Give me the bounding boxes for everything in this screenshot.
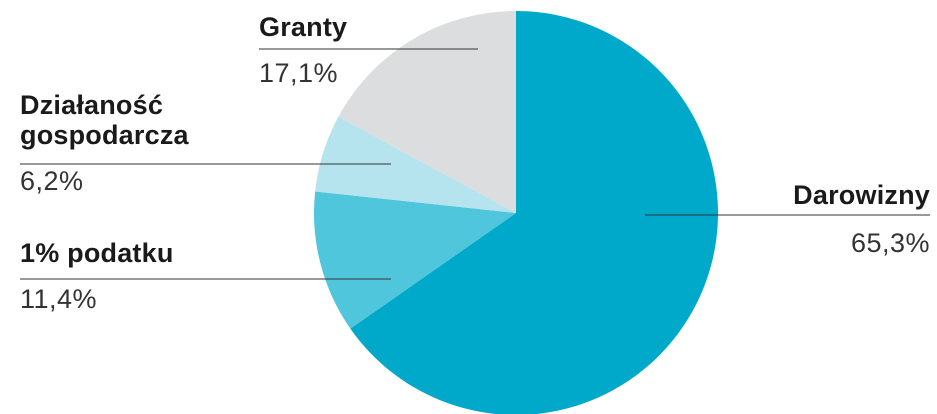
pie-slice-dzialalnosc	[315, 116, 516, 213]
slice-value-dzialalnosc: 6,2%	[20, 166, 84, 196]
slice-label-granty: Granty 17,1%	[259, 12, 347, 88]
slice-name-dzialalnosc: Działaność gospodarcza	[20, 90, 189, 150]
slice-label-dzialalnosc: Działaność gospodarcza 6,2%	[20, 90, 189, 196]
slice-name-darowizny: Darowizny	[793, 180, 930, 210]
slice-value-darowizny: 65,3%	[850, 228, 930, 258]
slice-value-granty: 17,1%	[259, 58, 339, 88]
slice-label-darowizny: Darowizny 65,3%	[793, 180, 930, 258]
slice-value-podatek: 11,4%	[20, 284, 98, 314]
pie-slice-granty	[338, 11, 516, 213]
slice-name-podatek: 1% podatku	[20, 238, 174, 268]
pie-slice-darowizny	[350, 11, 718, 414]
slice-label-podatek: 1% podatku 11,4%	[20, 238, 174, 314]
pie-slice-podatek	[314, 191, 516, 329]
slice-name-granty: Granty	[259, 12, 348, 42]
